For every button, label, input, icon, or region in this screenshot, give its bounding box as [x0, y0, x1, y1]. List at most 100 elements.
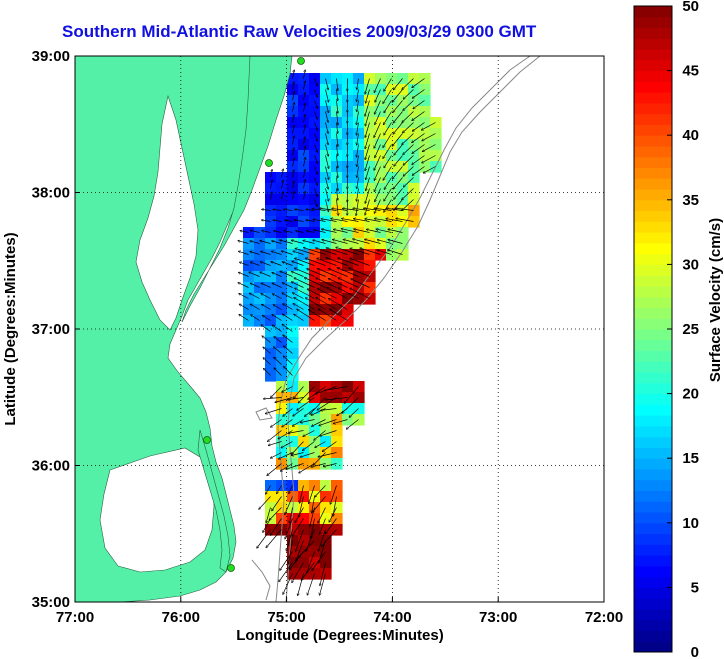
map-grid: [75, 56, 604, 602]
velocity-cell: [265, 227, 277, 239]
velocity-cell: [298, 458, 310, 470]
radar-station-marker: [203, 436, 211, 444]
velocity-cell: [298, 304, 310, 316]
velocity-arrow: [356, 188, 359, 202]
velocity-arrow: [338, 288, 359, 299]
velocity-arrow: [422, 144, 436, 152]
velocity-cell: [298, 535, 310, 547]
y-tick-label: 39:00: [32, 48, 70, 65]
velocity-cell: [386, 161, 398, 173]
velocity-cell: [298, 502, 310, 514]
velocity-cell: [342, 271, 354, 283]
velocity-arrow: [283, 356, 293, 365]
velocity-cell: [331, 414, 343, 426]
velocity-cell: [331, 205, 343, 217]
velocity-arrow: [266, 507, 271, 523]
velocity-cell: [320, 260, 332, 272]
colorbar-segment: [634, 285, 672, 298]
velocity-cell: [364, 227, 376, 239]
colorbar-segment: [634, 189, 672, 201]
velocity-cell: [265, 359, 277, 371]
velocity-arrow: [295, 209, 304, 210]
velocity-cell: [287, 348, 299, 360]
colorbar-segment: [634, 393, 672, 405]
velocity-arrow: [305, 258, 326, 266]
velocity-arrow: [296, 540, 304, 562]
velocity-arrow: [402, 133, 414, 145]
velocity-arrow: [292, 518, 304, 537]
velocity-arrow: [374, 199, 381, 214]
velocity-arrow: [292, 148, 295, 156]
velocity-arrow: [282, 262, 293, 266]
velocity-arrow: [318, 529, 326, 552]
velocity-cell: [320, 447, 332, 459]
velocity-arrow: [383, 144, 392, 159]
velocity-arrow: [413, 100, 425, 109]
velocity-arrow: [307, 269, 326, 277]
velocity-cell: [331, 392, 343, 404]
velocity-cell: [298, 95, 310, 107]
velocity-arrow: [299, 463, 315, 473]
velocity-cell: [254, 304, 266, 316]
colorbar-segment: [634, 16, 672, 29]
velocity-arrow: [314, 111, 318, 120]
velocity-cell: [265, 370, 277, 382]
velocity-cell: [309, 227, 321, 239]
velocity-cell: [309, 216, 321, 228]
land-delmarva: [181, 56, 293, 323]
velocity-cell: [364, 128, 376, 140]
velocity-cell: [287, 436, 299, 448]
velocity-cell: [320, 392, 332, 404]
velocity-arrow: [299, 485, 304, 504]
velocity-cell: [364, 117, 376, 129]
velocity-arrow: [303, 137, 306, 145]
velocity-arrow: [262, 304, 271, 310]
velocity-arrow: [365, 155, 370, 171]
colorbar-segment: [634, 490, 672, 502]
velocity-cell: [320, 315, 332, 327]
velocity-cell: [320, 546, 332, 558]
colorbar-segment: [634, 242, 672, 255]
velocity-arrow: [292, 158, 295, 167]
velocity-cell: [287, 546, 299, 558]
velocity-arrow: [308, 310, 326, 321]
chesapeake-bay: [135, 94, 199, 331]
velocity-cell: [298, 513, 310, 525]
velocity-arrow: [260, 262, 271, 266]
velocity-arrow: [277, 485, 282, 494]
velocity-arrow: [257, 529, 271, 549]
velocity-arrow: [262, 209, 271, 210]
velocity-arrow: [357, 177, 359, 189]
velocity-arrow: [313, 240, 326, 244]
velocity-cell: [331, 238, 343, 250]
velocity-cell: [298, 414, 310, 426]
velocity-cell: [287, 425, 299, 437]
velocity-cell: [386, 84, 398, 96]
velocity-cell: [331, 249, 343, 261]
velocity-arrow: [270, 452, 282, 459]
velocity-cell: [265, 282, 277, 294]
velocity-arrow: [384, 122, 392, 135]
velocity-cell: [265, 293, 277, 305]
colorbar-segment: [634, 318, 672, 330]
velocity-cell: [309, 557, 321, 569]
velocity-arrow: [395, 208, 414, 211]
velocity-cell: [298, 128, 310, 140]
velocity-cell: [419, 161, 431, 173]
velocity-cell: [276, 513, 288, 525]
velocity-arrow: [377, 240, 392, 244]
velocity-arrow: [315, 441, 326, 448]
velocity-cell: [353, 293, 365, 305]
velocity-arrow: [292, 115, 295, 123]
velocity-arrow: [303, 115, 306, 123]
velocity-cell: [397, 216, 409, 228]
velocity-cell: [397, 150, 409, 162]
velocity-cell: [287, 73, 299, 85]
velocity-cell: [386, 128, 398, 140]
colorbar-segment: [634, 167, 672, 179]
velocity-cell: [265, 216, 277, 228]
velocity-arrow: [307, 551, 315, 574]
velocity-cell: [287, 392, 299, 404]
velocity-arrow: [285, 518, 293, 539]
velocity-arrow: [239, 314, 249, 321]
